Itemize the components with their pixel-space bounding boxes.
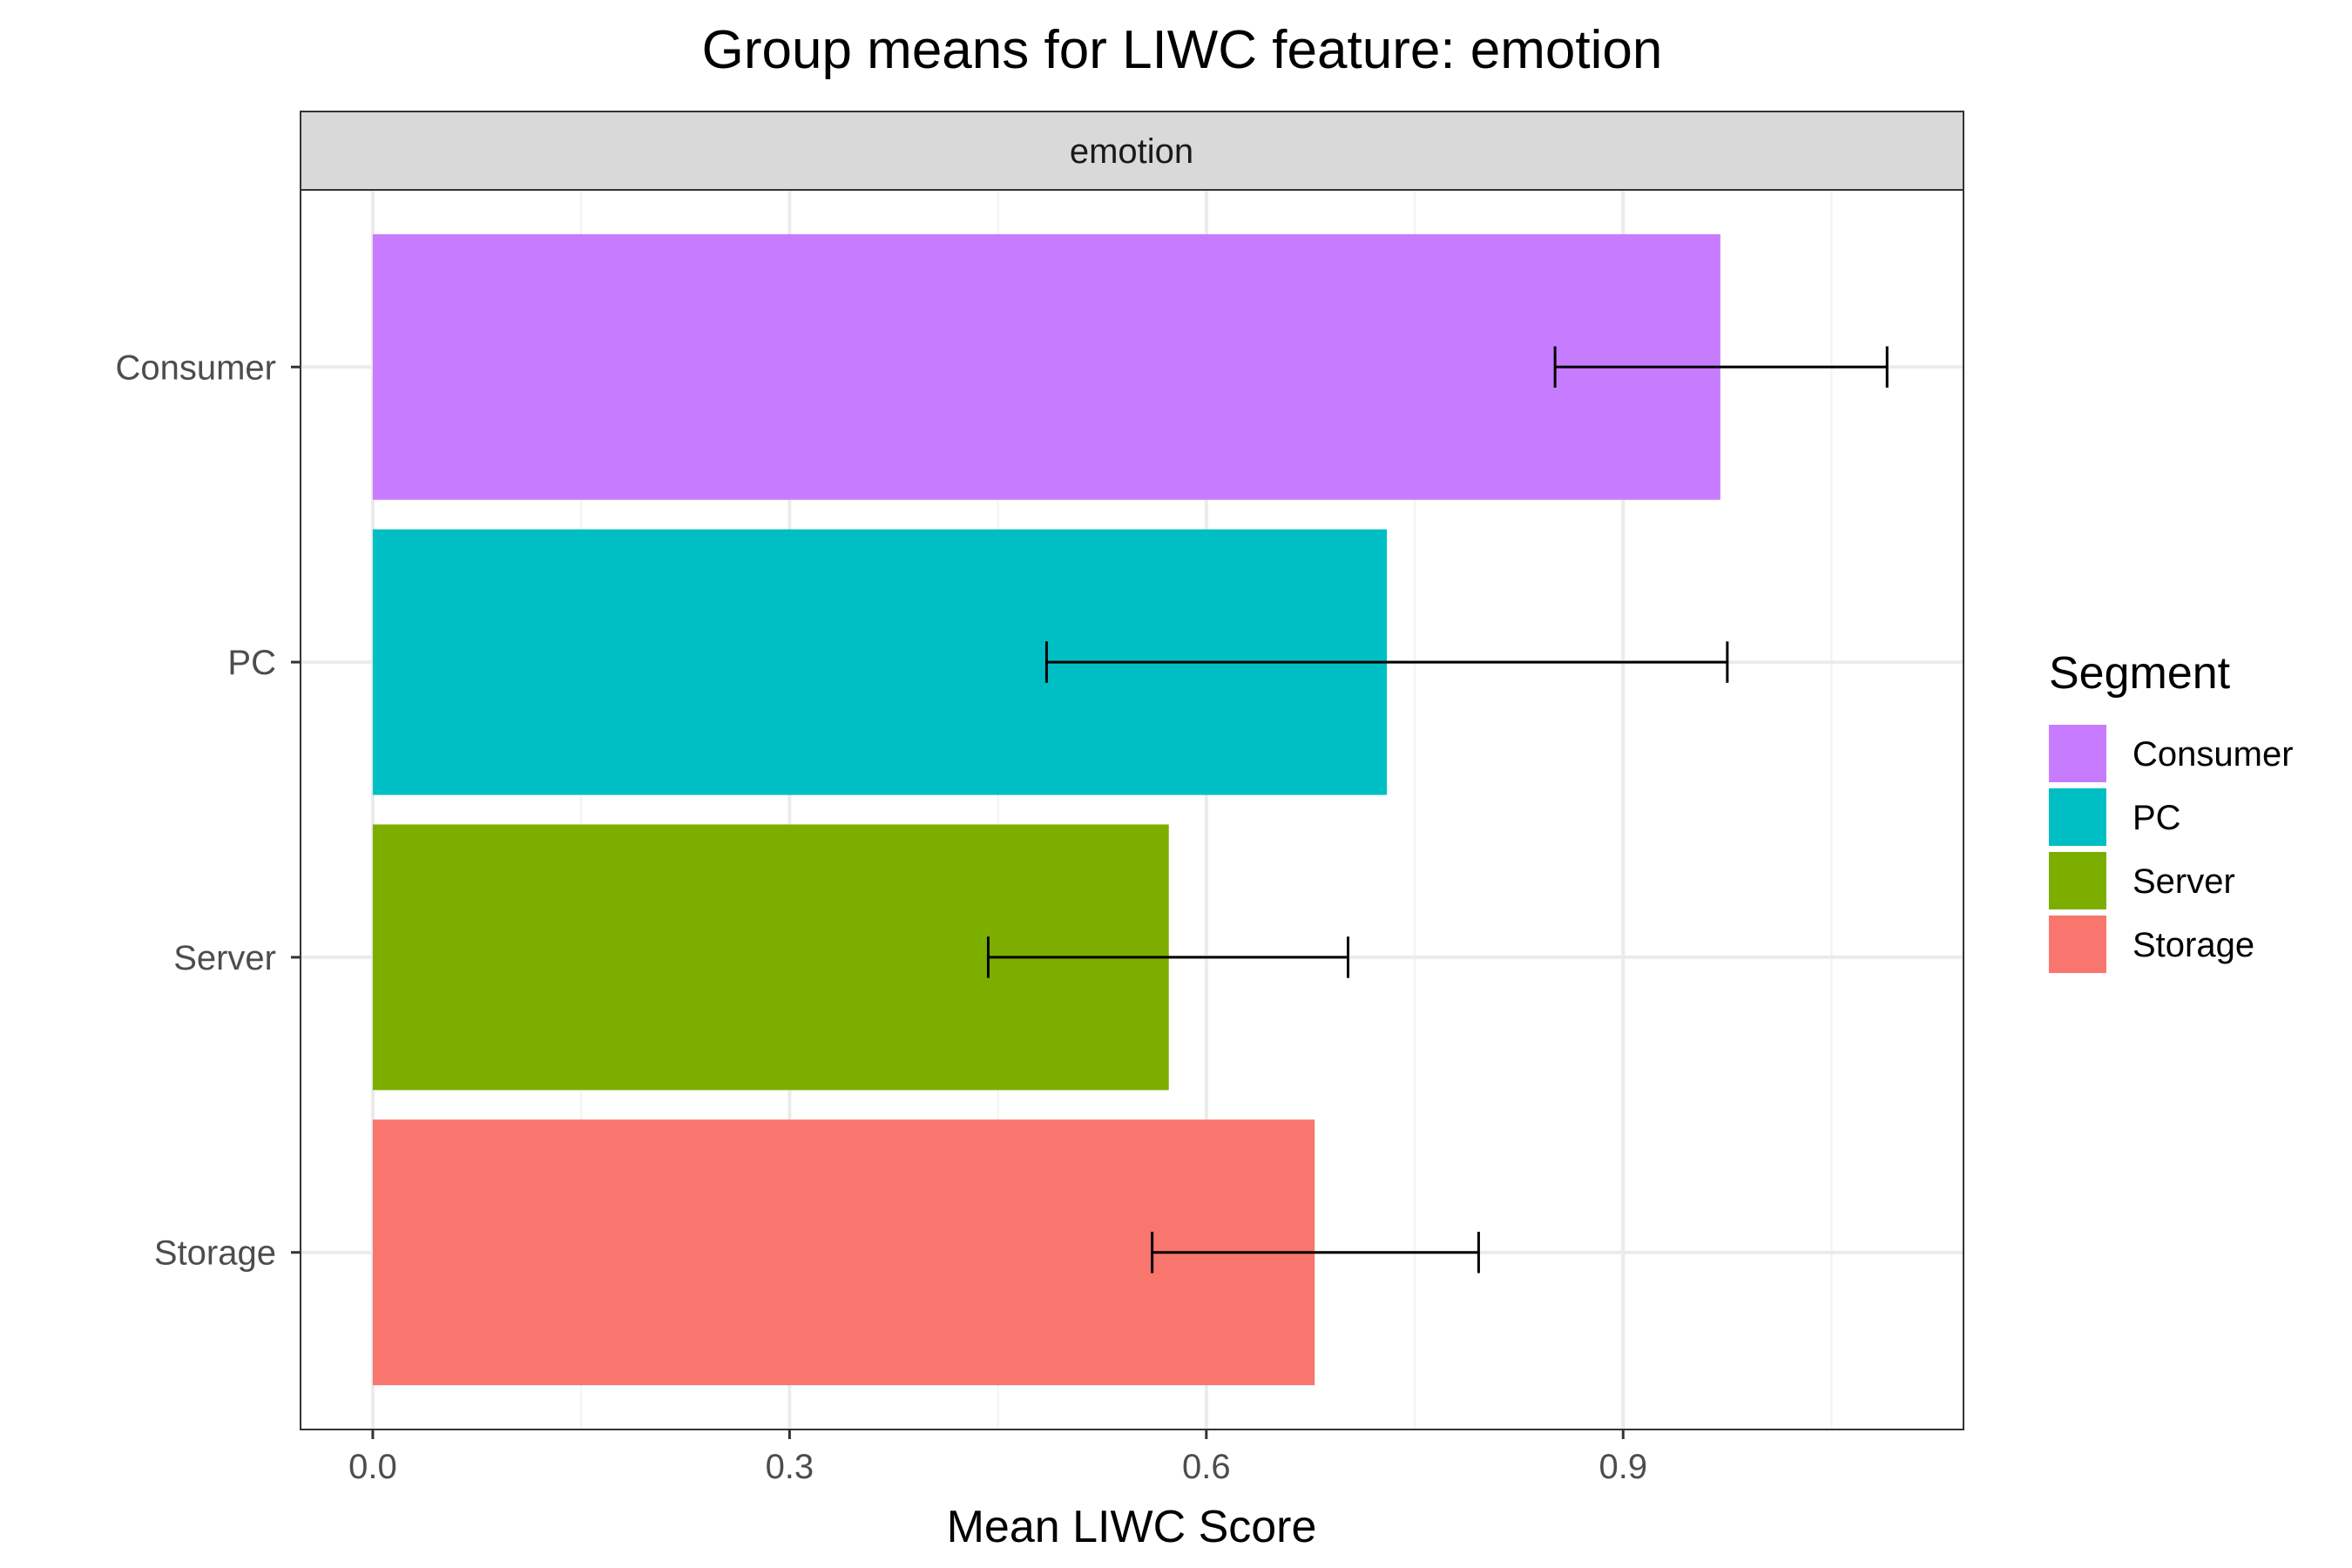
error-bar-storage: [1151, 1231, 1480, 1274]
y-tick-label: PC: [227, 644, 276, 682]
y-tick-label: Server: [173, 939, 276, 977]
legend-label: Consumer: [2132, 735, 2294, 774]
chart-title: Group means for LIWC feature: emotion: [702, 20, 1663, 80]
legend: Segment Consumer PC Server Storage: [2049, 648, 2294, 973]
facet-strip-label: emotion: [1070, 132, 1193, 171]
x-tick-label: 0.6: [1182, 1448, 1231, 1486]
legend-key: [2049, 725, 2106, 782]
legend-item-pc: PC: [2049, 788, 2181, 846]
legend-item-server: Server: [2049, 852, 2235, 909]
error-bar-pc: [1044, 641, 1729, 683]
legend-label: Storage: [2132, 926, 2254, 964]
y-tick-label: Storage: [154, 1234, 276, 1273]
legend-key: [2049, 916, 2106, 973]
x-tick-label: 0.3: [766, 1448, 814, 1486]
facet-strip: [300, 111, 1964, 191]
legend-key: [2049, 788, 2106, 846]
legend-item-storage: Storage: [2049, 916, 2254, 973]
x-tick-label: 0.0: [348, 1448, 397, 1486]
x-axis-title: Mean LIWC Score: [947, 1502, 1317, 1552]
legend-title: Segment: [2049, 648, 2231, 699]
y-axis: Consumer PC Server Storage: [115, 348, 301, 1273]
legend-key: [2049, 852, 2106, 909]
legend-label: PC: [2132, 799, 2181, 837]
legend-item-consumer: Consumer: [2049, 725, 2294, 782]
bars: [372, 233, 1720, 1386]
error-bar-consumer: [1553, 346, 1889, 389]
x-tick-label: 0.9: [1598, 1448, 1647, 1486]
x-axis: 0.0 0.3 0.6 0.9: [348, 1429, 1647, 1486]
legend-label: Server: [2132, 862, 2235, 901]
error-bars: [986, 346, 1889, 1274]
error-bar-server: [986, 936, 1349, 978]
y-tick-label: Consumer: [115, 348, 276, 387]
bar-consumer: [372, 233, 1720, 500]
